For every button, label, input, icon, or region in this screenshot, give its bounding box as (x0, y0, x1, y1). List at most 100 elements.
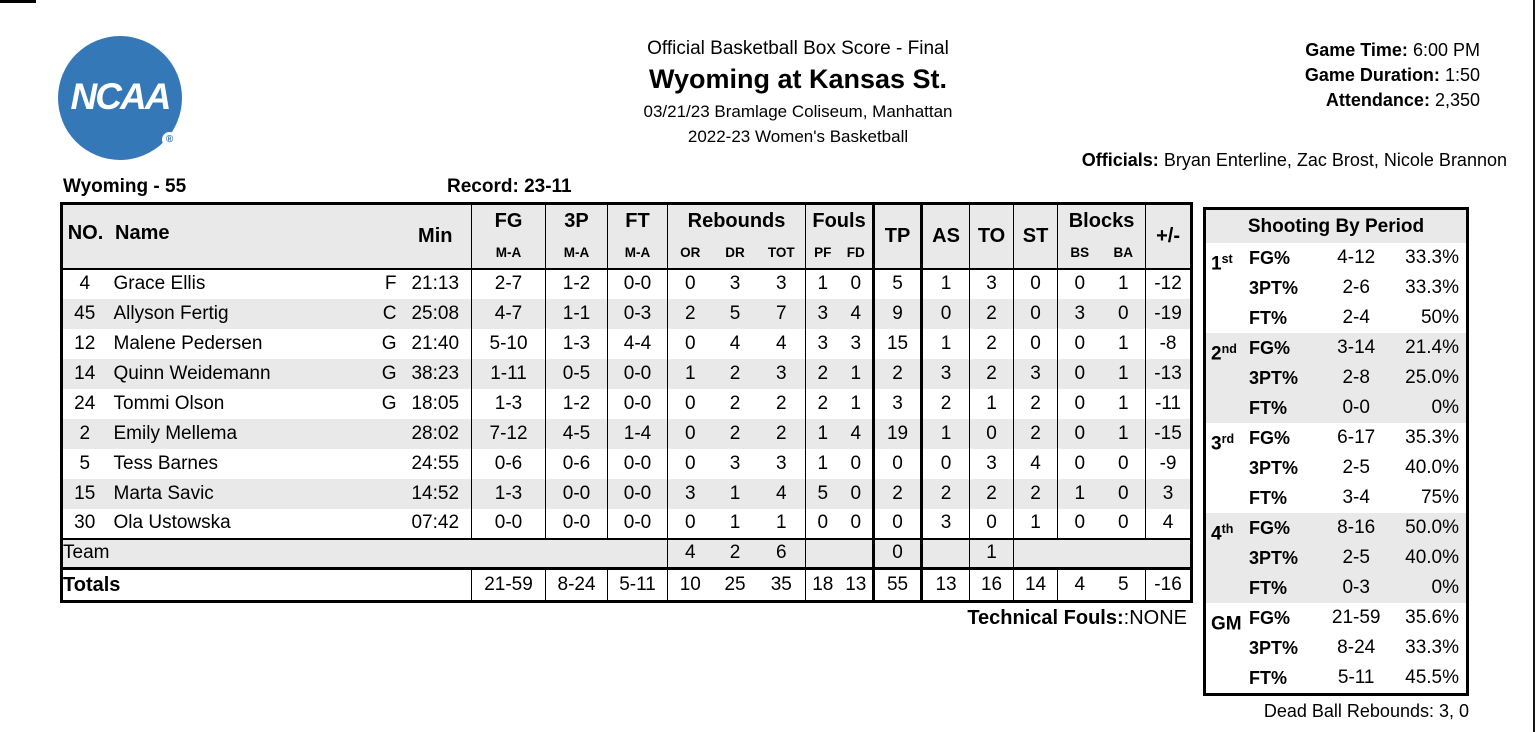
cell-tot: 3 (757, 358, 806, 389)
stat-label: FG% (1249, 243, 1318, 273)
stat-attempts: 2-5 (1317, 543, 1395, 573)
cell-pf: 1 (805, 448, 840, 479)
cell-name: Marta Savic (106, 478, 400, 509)
cell-to: 2 (969, 328, 1014, 359)
cell-tot: 1 (775, 512, 787, 533)
team-row: Team 4 2 6 0 1 (61, 537, 1192, 569)
stat-attempts: 0-0 (1317, 393, 1395, 423)
cell-to: 3 (969, 448, 1014, 479)
cell-plusminus: -9 (1145, 448, 1192, 479)
cell-ba: 0 (1117, 452, 1129, 474)
shooting-row: GM FG% 21-59 35.6% (1204, 603, 1468, 695)
cell-fg: 0-0 (471, 508, 546, 539)
cell-as: 0 (920, 298, 970, 329)
subheader-tot: TOT (757, 237, 806, 269)
cell-tp: 2 (872, 358, 922, 389)
player-row: 30 Ola Ustowska 07:42 0-0 0-0 0-0 0 1 1 … (62, 508, 1192, 539)
cell-bs: 0 (1057, 267, 1102, 299)
stat-attempts: 21-59 (1317, 603, 1395, 633)
cell-min: 28:02 (399, 418, 472, 449)
cell-3p: 0-0 (545, 508, 608, 539)
cell-plusminus: -13 (1145, 358, 1192, 389)
cell-or: 0 (667, 328, 713, 359)
cell-ba: 1 (1117, 392, 1129, 414)
cell-bs: 0 (1057, 328, 1102, 359)
cell-pf: 5 (805, 478, 840, 509)
period-label: GM (1204, 603, 1249, 695)
cell-fd: 0 (839, 478, 874, 509)
cell-ba: 1 (1101, 267, 1146, 299)
shooting-by-period-panel: Shooting By Period 1st FG% 4-12 33.3% 3P… (1203, 207, 1469, 696)
cell-dr: 2 (712, 537, 758, 569)
position-letter: F (384, 273, 397, 294)
cell-st: 0 (1013, 267, 1058, 299)
cell-3p: 0-0 (545, 478, 608, 509)
cell-fg: 2-7 (471, 267, 546, 299)
cell-dr: 4 (729, 332, 741, 354)
cell-min: 24:55 (411, 452, 460, 474)
subheader-pf: PF (805, 237, 840, 269)
cell-name: Quinn Weidemann G (106, 358, 400, 389)
cell-bs: 0 (1057, 358, 1102, 389)
position-letter: G (381, 332, 397, 354)
game-duration-line: Game Duration: 1:50 (1304, 65, 1480, 85)
cell-fg: 5-10 (471, 328, 546, 359)
cell-plusminus: -8 (1145, 328, 1192, 359)
col-header-to: TO (969, 203, 1014, 269)
player-row: 14 Quinn Weidemann G 38:23 1-11 0-5 0-0 1… (61, 358, 1192, 389)
cell-ft: 5-11 (607, 567, 668, 602)
cell-name: Allyson Fertig C (106, 298, 400, 329)
shooting-row: 3PT% 2-8 25.0% (1205, 363, 1468, 393)
cell-bs: 0 (1057, 418, 1102, 449)
cell-or: 0 (667, 267, 713, 299)
matchup-title: Wyoming at Kansas St. (648, 64, 948, 94)
cell-fd: 4 (839, 418, 874, 449)
cell-name: Ola Ustowska (113, 512, 231, 533)
cell-tot: 7 (757, 298, 806, 329)
stat-label: 3PT% (1249, 633, 1318, 663)
player-row: 12 Malene Pedersen G 21:40 5-10 1-3 4-4 0… (62, 328, 1192, 359)
cell-ba: 1 (1101, 418, 1146, 449)
cell-bs: 0 (1057, 508, 1102, 539)
subheader-3p-ma: M-A (545, 237, 608, 269)
cell-tp: 55 (872, 567, 922, 602)
cell-st: 3 (1013, 358, 1058, 389)
team-row-label: Team (61, 537, 668, 569)
shooting-row: 3PT% 2-5 40.0% (1205, 453, 1468, 483)
stat-percent: 50.0% (1394, 513, 1468, 543)
stat-percent: 40.0% (1394, 453, 1468, 483)
col-header-as: AS (920, 203, 970, 269)
cell-or: 0 (667, 508, 713, 539)
cell-fd: 1 (850, 392, 862, 414)
stat-percent: 50% (1394, 303, 1468, 333)
cell-plusminus: -19 (1145, 298, 1192, 329)
stat-percent: 33.3% (1394, 633, 1468, 663)
cell-as: 0 (920, 448, 970, 479)
subheader-fd: FD (839, 237, 874, 269)
cell-fg: 21-59 (471, 567, 546, 602)
cell-pf: 3 (805, 298, 840, 329)
stat-label: FG% (1249, 513, 1318, 543)
cell-tp: 5 (872, 267, 922, 299)
cell-tp: 19 (872, 418, 922, 449)
cell-st: 2 (1013, 478, 1058, 509)
ncaa-logo-text: NCAA (70, 76, 172, 117)
cell-fd: 1 (839, 358, 874, 389)
cell-dr: 25 (712, 567, 758, 602)
col-header-tp: TP (872, 203, 922, 269)
cell-tot: 3 (757, 267, 806, 299)
cell-name: Tommi Olson G (113, 392, 397, 414)
shooting-row: FT% 0-0 0% (1205, 393, 1468, 423)
subheader-ft-ma: M-A (607, 237, 668, 269)
cell-dr: 3 (712, 267, 758, 299)
stat-attempts: 8-24 (1317, 633, 1395, 663)
document-type-line: Official Basketball Box Score - Final (647, 38, 949, 59)
cell-3p: 1-3 (545, 328, 608, 359)
cell-min: 21:13 (399, 267, 472, 299)
cell-fd: 4 (839, 298, 874, 329)
stat-attempts: 2-8 (1317, 363, 1395, 393)
team-record: Record: 23-11 (447, 176, 572, 197)
stat-percent: 45.5% (1394, 663, 1468, 695)
stat-attempts: 3-4 (1317, 483, 1395, 513)
subheader-or: OR (667, 237, 713, 269)
